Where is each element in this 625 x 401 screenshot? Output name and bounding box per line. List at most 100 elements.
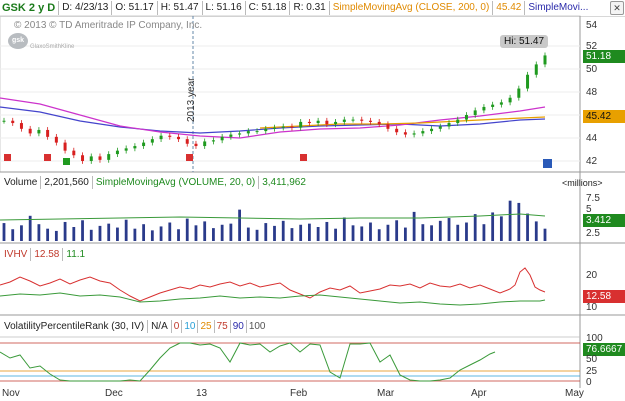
- date-label: D: 4/23/13: [58, 1, 111, 15]
- event-markers: [4, 154, 552, 168]
- sma2-study-label[interactable]: SimpleMovi...: [524, 1, 591, 15]
- candle-body: [177, 136, 181, 140]
- price-axis-label: 52: [586, 41, 598, 52]
- candle-body: [98, 156, 102, 160]
- candle-body: [334, 121, 338, 125]
- candle-body: [63, 142, 67, 151]
- candle-body: [28, 128, 32, 134]
- volume-bar: [72, 227, 76, 241]
- volume-panel-title: Volume 2,201,560 SimpleMovingAvg (VOLUME…: [1, 176, 309, 189]
- candle-body: [534, 64, 538, 75]
- month-label: Mar: [377, 388, 395, 399]
- volume-bar: [534, 221, 538, 241]
- volume-badge: 3.412: [583, 214, 625, 227]
- candle-body: [351, 119, 355, 121]
- high-callout: Hi: 51.47: [500, 35, 549, 48]
- sma-200-line: [259, 116, 546, 129]
- candle-body: [229, 134, 233, 137]
- candle-body: [395, 128, 399, 133]
- candle-body: [238, 133, 242, 135]
- company-logo-subtitle: GlaxoSmithKline: [30, 44, 75, 50]
- candle-body: [508, 97, 512, 103]
- sma-study-label[interactable]: SimpleMovingAvg (CLOSE, 200, 0): [328, 1, 493, 15]
- volume-axis-label: 5: [586, 204, 592, 215]
- candle-body: [386, 124, 390, 129]
- volume-bar: [543, 228, 547, 241]
- volume-bar: [386, 224, 390, 241]
- candle-body: [220, 136, 224, 141]
- vpr-level-0-label: 0: [170, 320, 182, 333]
- candle-body: [168, 135, 172, 137]
- copyright-text: © 2013 © TD Ameritrade IP Company, Inc.: [14, 20, 203, 31]
- volume-bar: [246, 227, 250, 241]
- volume-bar: [377, 229, 381, 241]
- vpr-axis-label: 100: [586, 333, 603, 344]
- month-label: Feb: [290, 388, 308, 399]
- volume-bar: [281, 220, 285, 241]
- volume-axis-label: 7.5: [586, 193, 600, 204]
- ivhv-axis-label: 20: [586, 270, 598, 281]
- close-icon[interactable]: ✕: [610, 1, 624, 15]
- candle-body: [421, 131, 425, 134]
- sma-magenta-line: [0, 97, 546, 139]
- candle-body: [133, 146, 137, 149]
- candle-body: [159, 135, 163, 140]
- candle-body: [255, 131, 259, 133]
- vpr-axis-label: 25: [586, 366, 598, 377]
- volume-bar: [316, 227, 320, 241]
- symbol-label[interactable]: GSK 2 y D: [2, 2, 56, 14]
- volume-bar: [159, 226, 163, 241]
- vpr-badge: 76.6667: [583, 343, 625, 356]
- candle-body: [517, 88, 521, 98]
- candle-body: [368, 120, 372, 122]
- year-label: 2013 year: [186, 77, 197, 122]
- volume-bar: [465, 222, 468, 241]
- vpr-axis-label: 0: [586, 377, 592, 388]
- volume-bar: [168, 222, 172, 241]
- volume-bar: [89, 229, 93, 241]
- volume-bar: [360, 226, 364, 241]
- iv-line: [0, 267, 546, 302]
- volume-bar: [81, 220, 84, 241]
- hv-value: 11.1: [62, 248, 88, 261]
- ivhv-title[interactable]: IVHV: [4, 249, 28, 260]
- company-logo: gsk: [8, 33, 28, 49]
- chart-header: GSK 2 y D D: 4/23/13 O: 51.17 H: 51.47 L…: [0, 0, 625, 17]
- candle-body: [473, 110, 477, 115]
- price-axis-label: 54: [586, 20, 598, 31]
- high-label: H: 51.47: [156, 1, 202, 15]
- candle-body: [290, 126, 294, 128]
- sma-blue-line: [0, 106, 546, 134]
- volume-bar: [98, 225, 102, 241]
- vpr-title[interactable]: VolatilityPercentileRank (30, IV): [4, 321, 145, 332]
- volume-bar: [334, 228, 337, 241]
- volume-bar: [116, 227, 119, 241]
- candle-body: [403, 132, 407, 135]
- volume-bar: [46, 228, 50, 241]
- volume-bar: [2, 223, 6, 241]
- volume-bar: [194, 225, 198, 241]
- volume-bar: [63, 221, 67, 241]
- hv-line: [0, 292, 546, 306]
- month-label: Nov: [2, 388, 20, 399]
- vpr-level-75-label: 75: [213, 320, 230, 333]
- candle-body: [19, 123, 23, 129]
- candle-body: [107, 154, 111, 160]
- volume-bar: [264, 223, 268, 241]
- sma-price-badge: 45.42: [583, 110, 625, 123]
- vpr-line: [0, 342, 496, 382]
- volume-bar: [124, 219, 128, 241]
- volume-bar: [499, 216, 503, 241]
- candle-body: [211, 140, 215, 142]
- month-label: 13: [196, 388, 208, 399]
- volume-bars-group: [2, 200, 547, 241]
- volume-bar: [37, 224, 41, 241]
- candle-body: [456, 119, 460, 124]
- close-label: C: 51.18: [244, 1, 290, 15]
- volume-sma-label[interactable]: SimpleMovingAvg (VOLUME, 20, 0): [91, 176, 258, 189]
- volume-title[interactable]: Volume: [4, 177, 38, 188]
- candle-body: [447, 123, 451, 127]
- vpr-level-90-label: 90: [229, 320, 246, 333]
- candle-body: [194, 143, 198, 147]
